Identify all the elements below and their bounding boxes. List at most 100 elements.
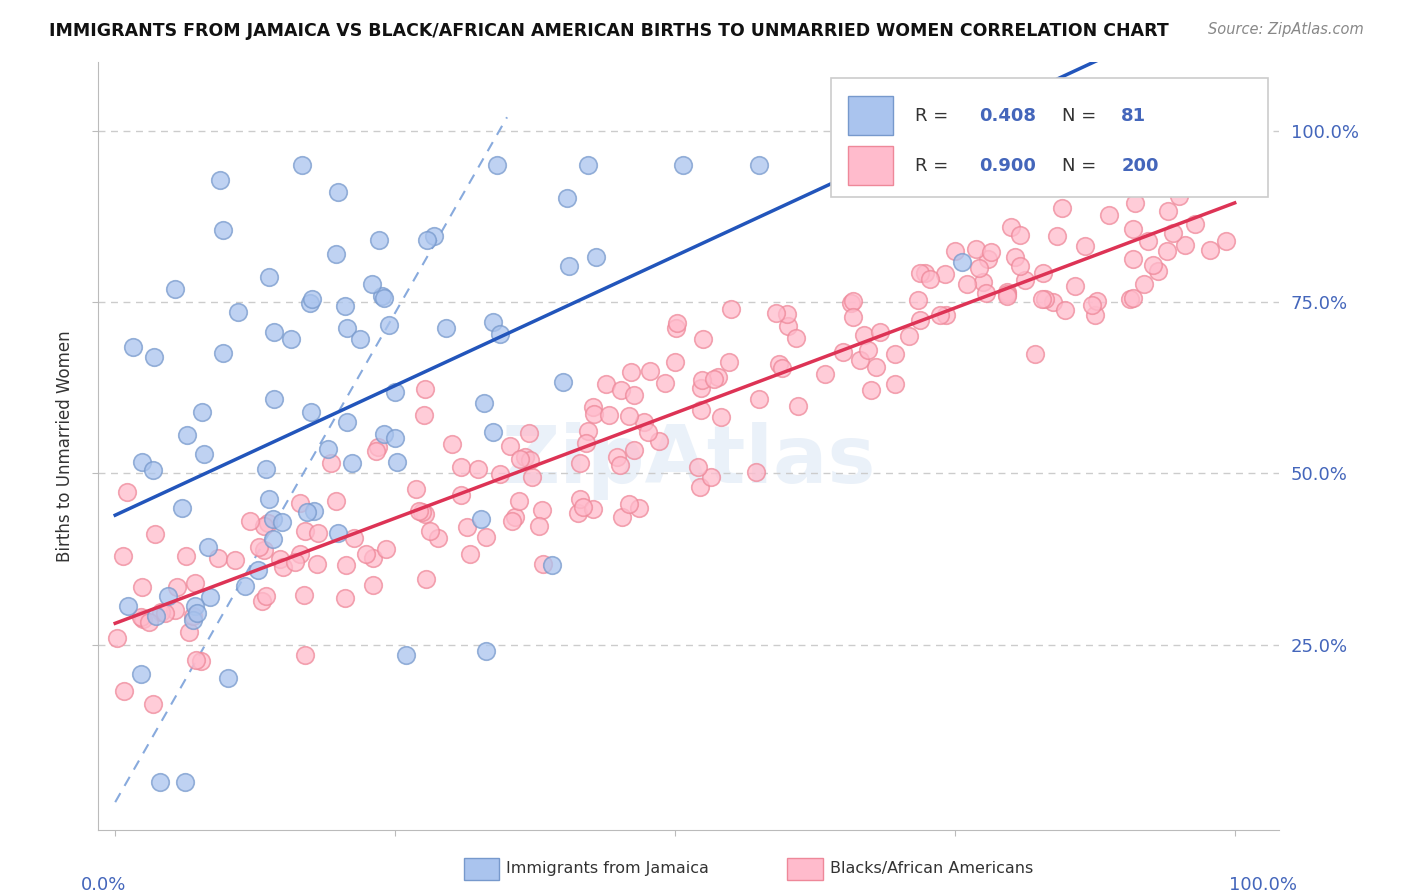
Point <box>361 277 384 292</box>
Point <box>450 488 472 502</box>
Point <box>489 326 512 341</box>
Text: 0.0%: 0.0% <box>80 876 127 892</box>
Point <box>572 500 595 514</box>
Point <box>174 774 197 789</box>
Point <box>617 497 640 511</box>
Point <box>707 370 730 384</box>
Point <box>955 277 977 292</box>
Point <box>385 455 408 469</box>
Point <box>142 350 165 364</box>
Point <box>576 425 599 439</box>
Point <box>1137 235 1160 249</box>
Point <box>910 267 932 281</box>
Point <box>995 285 1018 299</box>
Point <box>325 246 347 260</box>
Point <box>856 343 879 357</box>
Point <box>533 557 555 571</box>
Text: R =: R = <box>914 157 953 175</box>
Point <box>1146 263 1168 277</box>
Point <box>288 547 311 561</box>
Point <box>207 551 229 566</box>
Point <box>832 344 855 359</box>
Point <box>950 255 973 269</box>
Point <box>920 271 942 285</box>
Point <box>250 594 273 608</box>
Text: Blacks/African Americans: Blacks/African Americans <box>830 862 1033 876</box>
Point <box>143 527 166 541</box>
Point <box>568 456 591 470</box>
Point <box>354 547 377 561</box>
Point <box>839 296 862 310</box>
Point <box>413 507 436 521</box>
Point <box>456 519 478 533</box>
Point <box>367 440 389 454</box>
Point <box>405 482 427 496</box>
Point <box>1159 155 1181 169</box>
Bar <box>848 96 893 136</box>
Point <box>191 405 214 419</box>
Point <box>294 648 316 662</box>
Point <box>233 579 256 593</box>
Point <box>1122 222 1144 236</box>
Point <box>176 549 198 563</box>
Point <box>585 251 607 265</box>
Point <box>145 609 167 624</box>
Point <box>247 541 270 555</box>
Point <box>198 591 221 605</box>
Point <box>1132 277 1154 291</box>
Point <box>149 605 172 619</box>
Point <box>853 327 876 342</box>
Point <box>413 382 436 396</box>
Point <box>326 186 349 200</box>
Point <box>333 299 356 313</box>
Point <box>217 671 239 685</box>
Point <box>1042 294 1064 309</box>
Point <box>115 485 138 500</box>
Point <box>263 325 285 339</box>
Point <box>648 434 671 448</box>
Point <box>776 319 799 334</box>
Point <box>692 332 714 346</box>
Point <box>316 442 339 456</box>
Point <box>301 292 323 306</box>
Point <box>575 435 598 450</box>
Point <box>508 494 530 508</box>
Point <box>156 589 179 603</box>
Point <box>965 243 987 257</box>
Point <box>485 158 508 172</box>
Point <box>129 610 152 624</box>
Point <box>633 416 655 430</box>
Point <box>294 524 316 539</box>
Point <box>343 531 366 545</box>
Point <box>664 355 686 369</box>
FancyBboxPatch shape <box>831 78 1268 197</box>
Point <box>488 467 510 481</box>
Point <box>482 315 505 329</box>
Point <box>582 408 605 422</box>
Point <box>883 347 905 361</box>
Point <box>450 459 472 474</box>
Point <box>165 282 187 296</box>
Point <box>610 383 633 397</box>
Point <box>671 158 693 172</box>
Point <box>995 288 1018 302</box>
Point <box>226 305 249 319</box>
Point <box>142 698 165 712</box>
Point <box>290 496 312 510</box>
Point <box>953 158 976 172</box>
Point <box>105 631 128 645</box>
Point <box>440 437 463 451</box>
Point <box>122 340 145 354</box>
Point <box>503 509 526 524</box>
Point <box>253 543 276 558</box>
Point <box>689 480 711 494</box>
Point <box>426 531 449 545</box>
Point <box>765 306 787 320</box>
Point <box>384 431 406 445</box>
Point <box>567 506 589 520</box>
Point <box>943 244 966 259</box>
Point <box>467 461 489 475</box>
Point <box>436 321 458 335</box>
Point <box>247 563 270 577</box>
Point <box>138 615 160 629</box>
